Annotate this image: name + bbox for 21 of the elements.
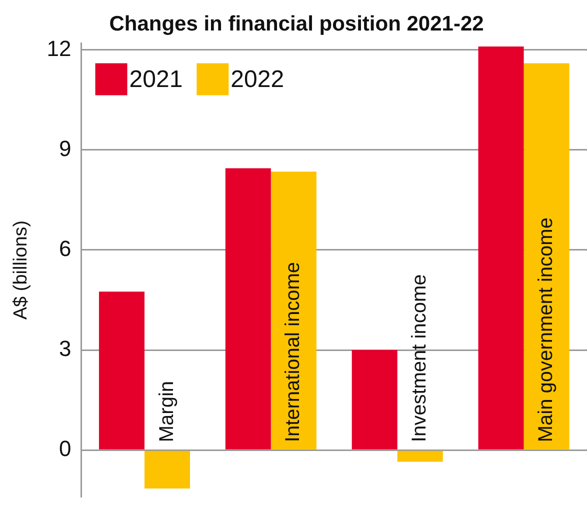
y-tick-label: 12 [46, 36, 72, 61]
bar [397, 450, 443, 462]
y-axis-title: A$ (billions) [10, 220, 32, 320]
bar [478, 46, 524, 450]
bar [270, 172, 316, 450]
x-tick-label: International income [282, 262, 304, 442]
legend-label: 2021 [129, 66, 183, 93]
legend-label: 2022 [230, 66, 284, 93]
y-tick-label: 9 [59, 136, 72, 161]
y-tick-label: 6 [59, 236, 72, 262]
x-tick-label: Margin [156, 380, 178, 442]
bar [352, 350, 398, 450]
x-tick-label: Investment income [408, 274, 431, 442]
bar [225, 168, 271, 450]
bar [524, 63, 570, 450]
y-tick-label: 3 [59, 336, 72, 362]
bar [98, 292, 144, 450]
x-tick-label: Main government income [535, 218, 558, 442]
chart-title: Changes in financial position 2021-22 [109, 12, 484, 36]
y-tick-label: 0 [59, 436, 72, 462]
bar [144, 450, 190, 488]
